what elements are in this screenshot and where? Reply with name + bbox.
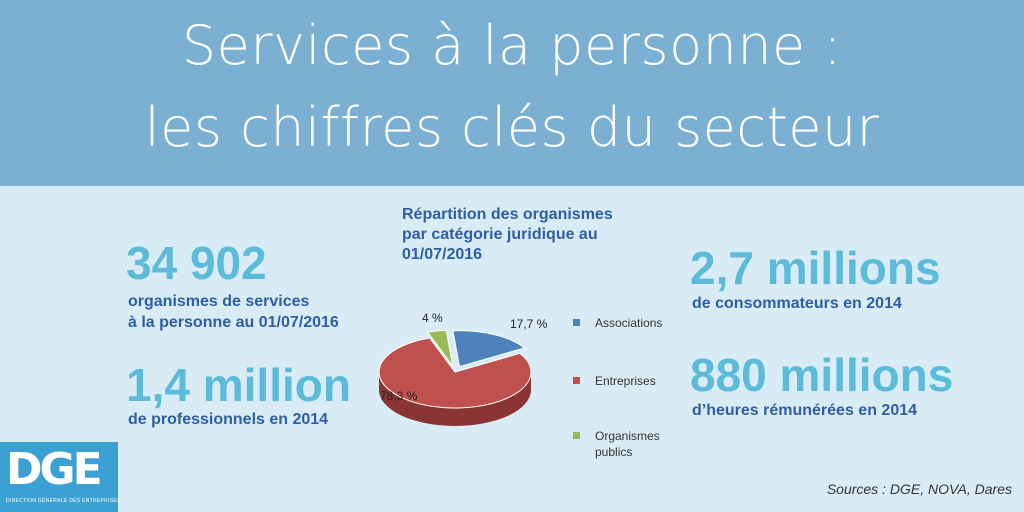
chart-title-line-1: Répartition des organismes [402, 206, 613, 223]
pie-value-label-3: 4 % [422, 311, 443, 325]
chart-title: Répartition des organismes par catégorie… [402, 205, 662, 265]
dge-logo-subtitle: DIRECTION GÉNÉRALE DES ENTREPRISES [6, 498, 121, 504]
pie-slice-entreprises [378, 337, 532, 409]
pie-slice-organismes-publics [426, 329, 454, 367]
professionnels-count: 1,4 million [126, 359, 351, 411]
legend-label-3-1: Organismes [595, 429, 660, 443]
organismes-label-1: organismes de services [128, 293, 310, 310]
heures-label: d’heures rémunérées en 2014 [692, 402, 918, 419]
legend-label-1: Associations [595, 316, 662, 330]
chart-title-line-2: par catégorie juridique au [402, 226, 598, 243]
consommateurs-label: de consommateurs en 2014 [692, 295, 902, 312]
organismes-label-2: à la personne au 01/07/2016 [128, 314, 339, 331]
consommateurs-count: 2,7 millions [690, 242, 941, 294]
sources-note: Sources : DGE, NOVA, Dares [826, 481, 1012, 497]
pie-slice-associations [452, 330, 526, 368]
pie-side-2-1 [379, 372, 531, 426]
pie-value-label-2: 78,3 % [380, 389, 418, 403]
legend-swatch-1 [573, 319, 580, 326]
heures-count: 880 millions [690, 349, 954, 401]
title-banner: Services à la personne : les chiffres cl… [0, 0, 1024, 186]
legend-swatch-2 [573, 377, 580, 384]
chart-title-line-3: 01/07/2016 [402, 246, 483, 263]
professionnels-label: de professionnels en 2014 [128, 411, 329, 428]
dge-logo-text: DGE [6, 444, 103, 495]
organismes-count: 34 902 [126, 237, 267, 289]
title-line-1: Services à la personne : [181, 14, 843, 77]
dge-logo: DGE DIRECTION GÉNÉRALE DES ENTREPRISES [0, 442, 121, 512]
legend-label-2: Entreprises [595, 374, 656, 388]
legend-label-3-2: publics [595, 445, 632, 459]
pie-value-label-1: 17,7 % [510, 317, 548, 331]
title-line-2: les chiffres clés du secteur [144, 96, 880, 159]
pie-chart: 17,7 % 78,3 % 4 % Associations Entreprises Or… [378, 311, 662, 459]
legend-swatch-3 [573, 432, 580, 439]
